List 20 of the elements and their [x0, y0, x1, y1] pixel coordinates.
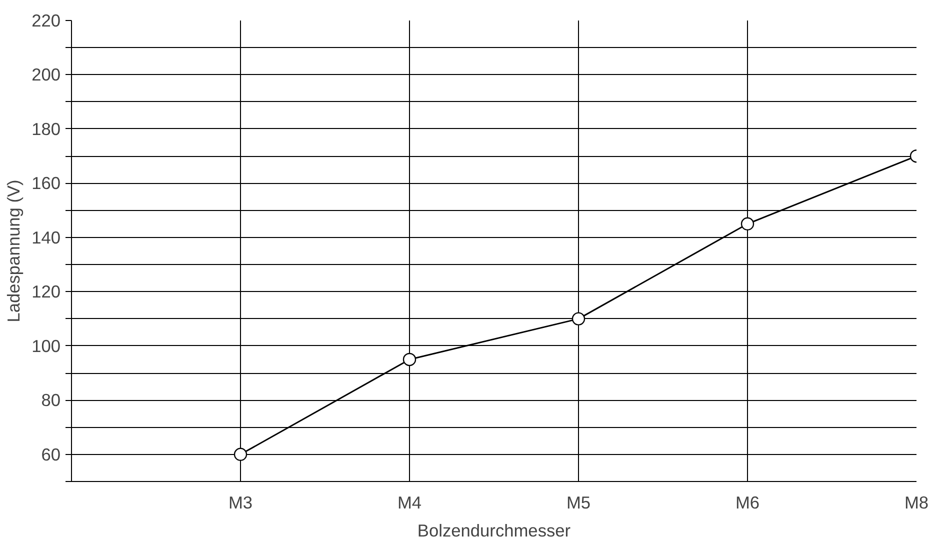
y-tick-label: 120: [32, 282, 61, 302]
point: [234, 448, 248, 461]
y-tick-label: 160: [32, 173, 61, 194]
y-tick-label: 220: [32, 10, 61, 30]
y-tick-label: 180: [32, 118, 61, 139]
x-tick-label: M8: [904, 492, 929, 512]
x-tick-label: M4: [397, 492, 422, 512]
point: [572, 312, 586, 326]
y-tick-label: 100: [32, 336, 61, 356]
y-tick-label: 60: [41, 444, 61, 464]
y-axis-title: Ladespannung (V): [4, 180, 24, 322]
y-tick-label: 80: [41, 390, 61, 410]
x-tick-label: M5: [566, 492, 591, 512]
x-tick-label: M6: [735, 492, 760, 512]
x-axis-title: Bolzendurchmesser: [417, 520, 571, 540]
y-tick-label: 140: [32, 227, 61, 248]
x-tick-label: M3: [228, 492, 253, 512]
point: [402, 352, 416, 366]
point: [740, 217, 754, 230]
y-tick-label: 200: [32, 64, 61, 85]
